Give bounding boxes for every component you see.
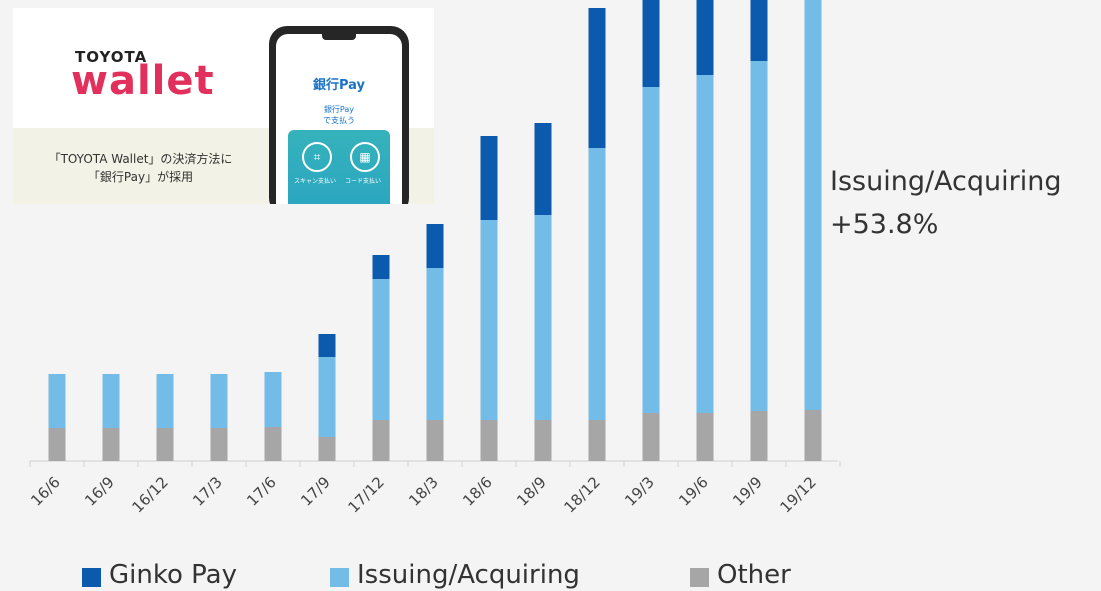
bar-segment-other [210,428,228,461]
x-tick-label: 19/9 [729,473,766,510]
scan-label: スキャン支払い [293,178,336,185]
annotation-label: Issuing/Acquiring [830,166,1062,197]
caption-line-2: 「銀行Pay」が採用 [87,170,194,184]
legend-item: Ginko Pay [82,560,237,590]
x-tick-label: 18/9 [513,473,550,510]
x-tick-label: 16/9 [81,473,118,510]
pay-prompt-line-1: 銀行Pay [323,105,355,114]
bar-segment-issuing-acquiring [102,374,120,428]
brand-main-logo: wallet [71,58,215,104]
legend-label: Other [717,560,791,590]
legend-label: Ginko Pay [109,560,237,590]
annotation-change: +53.8% [830,209,939,240]
caption-line-1: 「TOYOTA Wallet」の決済方法に [48,152,233,166]
bar-segment-issuing-acquiring [156,374,174,428]
bar-segment-ginko-pay [750,0,768,61]
issuing-acquiring-annotation: Issuing/Acquiring +53.8% [830,160,1062,246]
x-tick-label: 19/12 [777,473,820,516]
pay-prompt-line-2: で支払う [323,116,355,125]
x-tick-label: 17/6 [243,473,280,510]
bar-segment-issuing-acquiring [804,0,822,410]
bar-segment-ginko-pay [426,224,444,268]
x-tick-label: 18/6 [459,473,496,510]
bar-segment-issuing-acquiring [642,87,660,413]
bar-segment-ginko-pay [696,0,714,75]
bar-segment-other [318,437,336,461]
brand-top-text: TOYOTA [75,48,148,66]
bar-segment-ginko-pay [480,136,498,220]
x-tick-label: 17/12 [345,473,388,516]
toyota-wallet-banner: TOYOTA wallet 「TOYOTA Wallet」の決済方法に 「銀行P… [13,8,434,204]
legend-swatch [330,567,349,587]
bar-segment-other [102,428,120,461]
pay-prompt: 銀行Pay で支払う [276,104,402,126]
bar-segment-other [642,413,660,461]
bar-segment-other [750,411,768,461]
x-tick-label: 16/12 [129,473,172,516]
bar-segment-other [480,420,498,461]
bar-segment-issuing-acquiring [264,372,282,427]
x-tick-label: 18/12 [561,473,604,516]
phone-notch [322,34,356,40]
bar-segment-issuing-acquiring [48,374,66,428]
code-label: コード支払い [344,178,381,185]
banner-caption: 「TOYOTA Wallet」の決済方法に 「銀行Pay」が採用 [13,150,268,186]
scan-icon: ⌗ [302,142,332,172]
phone-illustration: 銀行Pay 銀行Pay で支払う ⌗ ▦ スキャン支払い コード支払い [269,26,409,204]
bar-segment-ginko-pay [318,334,336,357]
bar-segment-issuing-acquiring [210,374,228,428]
bar-segment-ginko-pay [372,255,390,279]
x-tick-label: 19/3 [621,473,658,510]
bar-segment-issuing-acquiring [372,279,390,420]
chart-legend: Ginko Pay Issuing/Acquiring Other [0,560,1101,591]
bar-segment-issuing-acquiring [588,148,606,420]
pay-panel: ⌗ ▦ スキャン支払い コード支払い [288,130,390,204]
qr-code-icon: ▦ [350,142,380,172]
bar-segment-other [804,410,822,461]
bar-segment-other [156,428,174,461]
bar-segment-issuing-acquiring [318,357,336,437]
bar-segment-other [264,427,282,461]
legend-label: Issuing/Acquiring [357,560,580,590]
bar-segment-other [534,420,552,461]
bar-segment-other [588,420,606,461]
phone-screen: 銀行Pay 銀行Pay で支払う ⌗ ▦ スキャン支払い コード支払い [276,34,402,204]
bar-segment-issuing-acquiring [426,268,444,420]
bar-segment-ginko-pay [642,0,660,87]
bar-segment-issuing-acquiring [750,61,768,411]
x-tick-label: 17/9 [297,473,334,510]
bar-segment-ginko-pay [534,123,552,215]
bar-segment-other [48,428,66,461]
legend-swatch [690,567,709,587]
x-tick-label: 18/3 [405,473,442,510]
bar-segment-issuing-acquiring [534,215,552,420]
bar-segment-issuing-acquiring [696,75,714,413]
legend-item: Issuing/Acquiring [330,560,580,590]
bar-segment-other [696,413,714,461]
bar-segment-other [426,420,444,461]
x-tick-label: 17/3 [189,473,226,510]
bar-segment-other [372,420,390,461]
x-tick-label: 16/6 [27,473,64,510]
x-tick-label: 19/6 [675,473,712,510]
bar-segment-issuing-acquiring [480,220,498,420]
legend-item: Other [690,560,791,590]
legend-swatch [82,567,101,587]
ginko-pay-logo: 銀行Pay [312,78,366,93]
bar-segment-ginko-pay [588,8,606,148]
